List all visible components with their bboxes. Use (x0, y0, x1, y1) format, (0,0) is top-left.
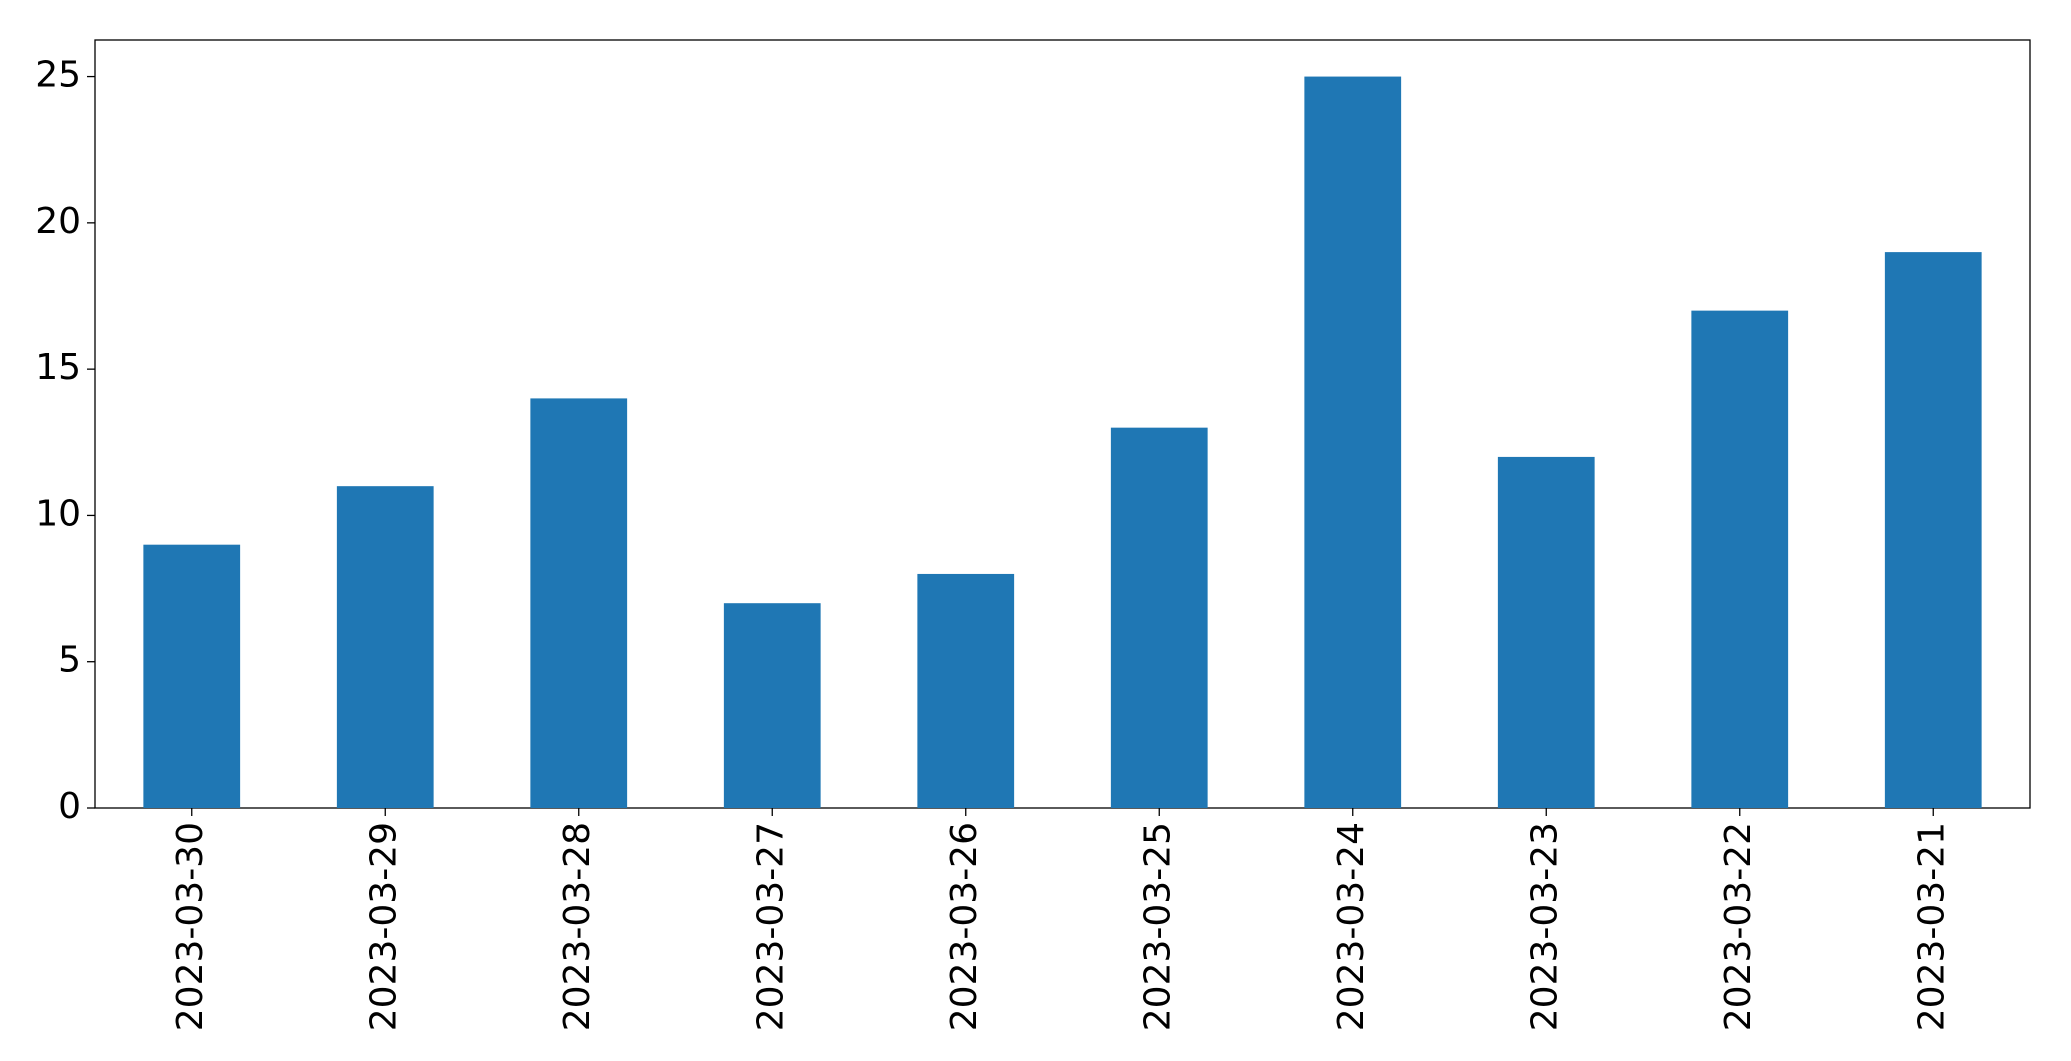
bar (336, 486, 434, 808)
y-tick-label: 20 (35, 201, 81, 242)
x-tick-label: 2023-03-21 (1911, 822, 1952, 1031)
x-tick-label: 2023-03-26 (944, 822, 985, 1031)
bar (1884, 252, 1982, 809)
bar (723, 603, 821, 808)
x-tick-label: 2023-03-28 (557, 822, 598, 1031)
y-tick-label: 15 (35, 347, 81, 388)
x-tick-label: 2023-03-25 (1137, 822, 1178, 1031)
x-tick-label: 2023-03-24 (1331, 822, 1372, 1031)
bar (1304, 76, 1402, 809)
bar (530, 398, 628, 808)
bar (1497, 456, 1595, 808)
bar (917, 573, 1015, 808)
x-tick-label: 2023-03-30 (170, 822, 211, 1031)
x-tick-label: 2023-03-23 (1524, 822, 1565, 1031)
bar (143, 544, 241, 808)
bar (1691, 310, 1789, 808)
bar (1110, 427, 1208, 808)
y-tick-label: 25 (35, 55, 81, 96)
plot-frame (94, 39, 2031, 809)
x-tick-label: 2023-03-27 (750, 822, 791, 1031)
y-tick-label: 0 (58, 786, 81, 827)
x-tick-label: 2023-03-22 (1718, 822, 1759, 1031)
y-tick-label: 5 (58, 640, 81, 681)
x-tick-label: 2023-03-29 (363, 822, 404, 1031)
y-tick-label: 10 (35, 493, 81, 534)
